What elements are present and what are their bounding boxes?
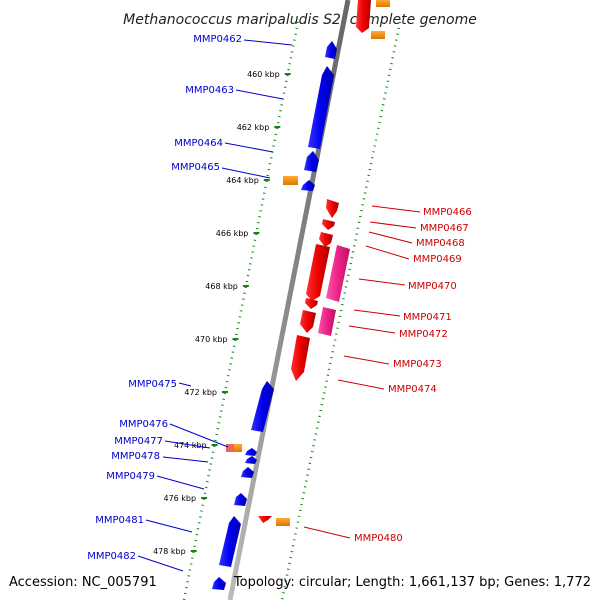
ruler-tick-label-472: 472 kbp	[184, 388, 217, 397]
leader-mmp0472	[348, 325, 396, 334]
gene-label-mmp0480[interactable]: MMP0480	[354, 533, 403, 544]
gene-label-mmp0482[interactable]: MMP0482	[87, 551, 136, 562]
leader-mmp0466	[371, 205, 421, 213]
ruler-tick-label-462: 462 kbp	[237, 123, 270, 132]
leader-mmp0474	[337, 379, 385, 390]
gene-label-mmp0474[interactable]: MMP0474	[388, 384, 437, 395]
leader-mmp0470	[358, 278, 406, 286]
leader-mmp0476	[169, 423, 229, 448]
gene-label-mmp0472[interactable]: MMP0472	[399, 329, 448, 340]
gene-top-partial-feature[interactable]	[356, 0, 371, 33]
gene-mmp0464-feature[interactable]	[304, 151, 319, 172]
topology-text: Topology: circular; Length: 1,661,137 bp…	[233, 575, 591, 590]
leader-mmp0465	[221, 167, 271, 179]
left-ruler	[182, 21, 300, 600]
leader-mmp0468	[368, 231, 413, 244]
ruler-tick-label-470: 470 kbp	[195, 335, 228, 344]
leader-mmp0477	[164, 440, 211, 449]
gene-label-mmp0479[interactable]: MMP0479	[106, 471, 155, 482]
rna-mmp0477-feature[interactable]	[234, 444, 242, 452]
gene-label-mmp0476[interactable]: MMP0476	[119, 419, 168, 430]
ruler-ticks: 460 kbp 462 kbp 464 kbp 466 kbp 468 kbp 470 k…	[153, 70, 291, 556]
gene-label-mmp0471[interactable]: MMP0471	[403, 312, 452, 323]
gene-mmp0481-feature[interactable]	[219, 516, 241, 567]
gene-label-mmp0464[interactable]: MMP0464	[174, 138, 223, 149]
gene-mmp0465-feature[interactable]	[301, 180, 315, 191]
gene-mmp0479-feature[interactable]	[234, 493, 247, 506]
gene-mmp0463-feature[interactable]	[308, 66, 334, 149]
gene-mmp0462-feature[interactable]	[325, 41, 337, 59]
gene-mmp0467-feature[interactable]	[322, 219, 335, 230]
gene-label-mmp0465[interactable]: MMP0465	[171, 162, 220, 173]
ruler-tick-label-466: 466 kbp	[216, 229, 249, 238]
leader-mmp0478	[162, 456, 209, 463]
leader-mmp0463	[235, 89, 284, 100]
gene-mmp0466-feature[interactable]	[326, 199, 339, 218]
gene-label-mmp0468[interactable]: MMP0468	[416, 238, 465, 249]
gene-mmp0477-feature[interactable]	[245, 456, 257, 464]
gene-mmp0468-feature[interactable]	[319, 232, 333, 247]
gene-mmp0471-feature[interactable]	[305, 298, 318, 309]
ruler-tick-label-464: 464 kbp	[226, 176, 259, 185]
gene-mmp0475-feature[interactable]	[251, 381, 274, 432]
gene-label-mmp0466[interactable]: MMP0466	[423, 207, 472, 218]
gene-label-mmp0462[interactable]: MMP0462	[193, 34, 242, 45]
ruler-tick-label-460: 460 kbp	[247, 70, 280, 79]
ruler-tick-label-468: 468 kbp	[205, 282, 238, 291]
gene-mmp0482-feature[interactable]	[212, 577, 226, 590]
gene-label-mmp0478[interactable]: MMP0478	[111, 451, 160, 462]
gene-mmp0470-feature[interactable]	[306, 244, 330, 301]
rna-mmp0480-feature[interactable]	[276, 518, 290, 526]
gene-mmp0474-feature[interactable]	[291, 335, 310, 381]
leader-mmp0471	[353, 309, 401, 317]
ruler-tick-label-474: 474 kbp	[174, 441, 207, 450]
leader-mmp0482	[137, 555, 184, 572]
gene-mmp0473-feature[interactable]	[300, 310, 316, 333]
gene-label-mmp0477[interactable]: MMP0477	[114, 436, 163, 447]
gene-label-mmp0463[interactable]: MMP0463	[185, 85, 234, 96]
gene-mmp0472-feature[interactable]	[318, 307, 336, 336]
gene-mmp0476-feature[interactable]	[245, 448, 257, 456]
gene-mmp0480-feature[interactable]	[258, 516, 272, 523]
leader-mmp0467	[369, 221, 417, 229]
accession-text: Accession: NC_005791	[9, 575, 157, 590]
leader-mmp0481	[145, 519, 193, 533]
gene-mmp0469-feature[interactable]	[326, 245, 350, 302]
gene-label-mmp0469[interactable]: MMP0469	[413, 254, 462, 265]
leader-mmp0479	[156, 475, 205, 490]
leader-mmp0464	[224, 142, 274, 153]
gene-label-mmp0481[interactable]: MMP0481	[95, 515, 144, 526]
leader-mmp0475	[178, 382, 192, 387]
rna-top-feature-2[interactable]	[371, 31, 385, 39]
right-gene-labels: MMP0466 MMP0467 MMP0468 MMP0469 MMP0470 …	[303, 205, 472, 544]
leader-mmp0473	[343, 355, 390, 365]
rna-mmp0465-feature[interactable]	[283, 176, 298, 185]
rna-features	[226, 0, 390, 526]
ruler-tick-label-478: 478 kbp	[153, 547, 186, 556]
gene-label-mmp0470[interactable]: MMP0470	[408, 281, 457, 292]
rna-mmp0476-feature[interactable]	[226, 444, 234, 452]
ruler-tick-label-476: 476 kbp	[163, 494, 196, 503]
genome-title: Methanococcus maripaludis S2, complete g…	[123, 12, 477, 28]
gene-label-mmp0475[interactable]: MMP0475	[128, 379, 177, 390]
forward-strand-genes	[212, 41, 337, 590]
gene-label-mmp0467[interactable]: MMP0467	[420, 223, 469, 234]
right-ruler	[280, 21, 402, 600]
rna-top-feature[interactable]	[376, 0, 390, 7]
leader-mmp0480	[303, 526, 351, 539]
reverse-strand-genes	[258, 0, 371, 523]
leader-mmp0469	[365, 245, 410, 260]
left-gene-labels: MMP0462 MMP0463 MMP0464 MMP0465 MMP0475 …	[87, 34, 293, 572]
gene-label-mmp0473[interactable]: MMP0473	[393, 359, 442, 370]
leader-mmp0462	[243, 39, 293, 46]
gene-mmp0478-feature[interactable]	[241, 467, 254, 478]
